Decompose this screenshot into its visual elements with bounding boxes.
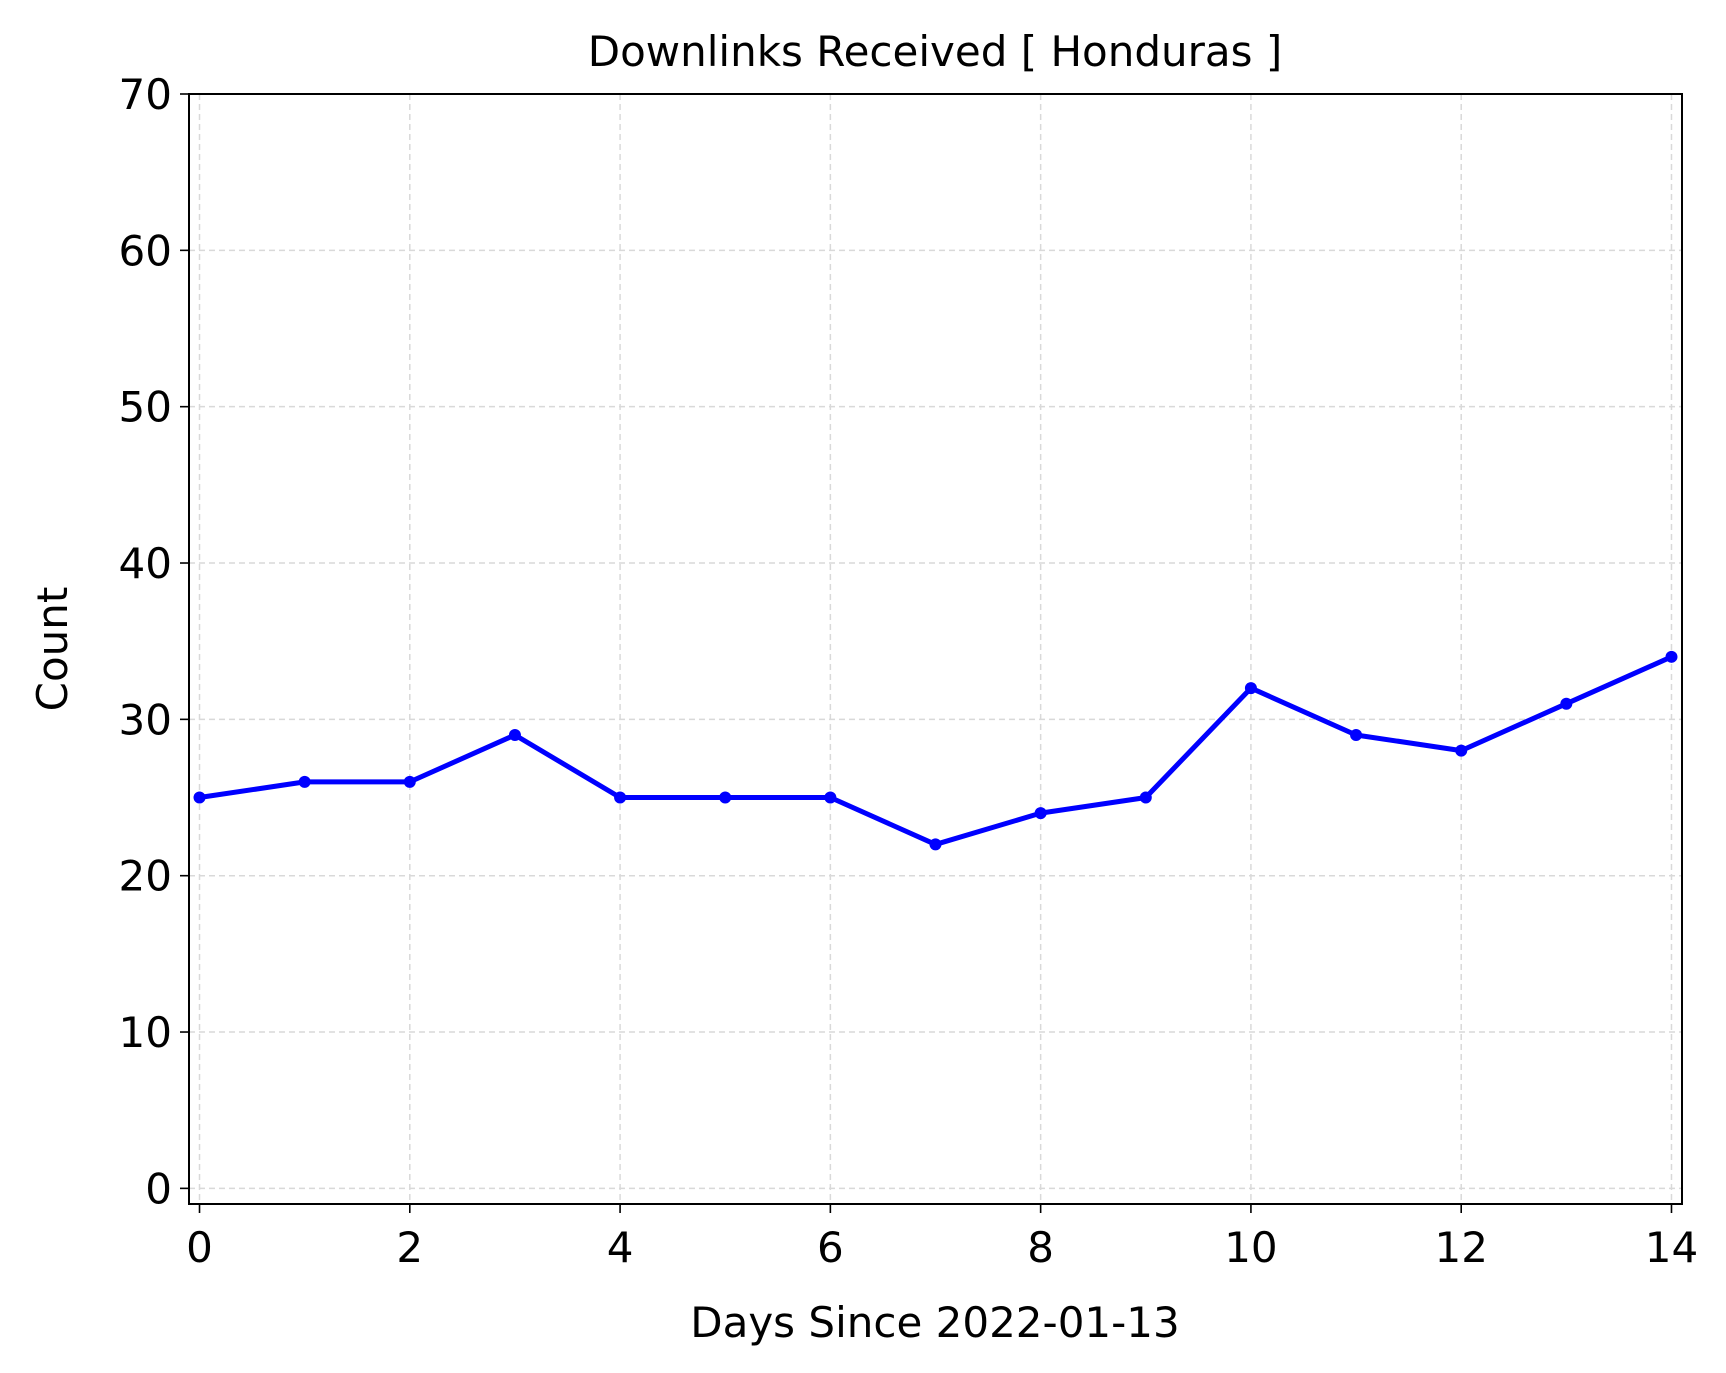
y-tick-label: 70 [119, 70, 172, 119]
data-point [929, 838, 942, 851]
chart-title: Downlinks Received [ Honduras ] [588, 27, 1283, 76]
x-axis-ticks: 0 2 4 6 8 10 12 14 [186, 1204, 1698, 1272]
data-point [614, 791, 627, 804]
grid [189, 93, 1682, 1204]
y-tick-label: 40 [119, 539, 172, 588]
y-tick-label: 50 [119, 383, 172, 432]
data-point [719, 791, 732, 804]
y-tick-label: 0 [145, 1164, 172, 1213]
data-point [298, 775, 311, 788]
data-point [1244, 682, 1257, 695]
x-tick-label: 0 [186, 1223, 213, 1272]
x-tick-label: 4 [607, 1223, 634, 1272]
x-tick-label: 2 [396, 1223, 423, 1272]
x-axis-label: Days Since 2022-01-13 [690, 1298, 1179, 1347]
data-point [1350, 728, 1363, 741]
data-point [193, 791, 206, 804]
data-point [1665, 650, 1678, 663]
x-tick-label: 12 [1434, 1223, 1487, 1272]
data-point [508, 728, 521, 741]
series-layer [193, 650, 1678, 851]
data-point [403, 775, 416, 788]
data-point [1139, 791, 1152, 804]
y-axis-label: Count [28, 587, 77, 712]
plot-frame [188, 93, 1683, 1205]
data-point [1455, 744, 1468, 757]
y-tick-label: 60 [119, 226, 172, 275]
data-point [1034, 807, 1047, 820]
y-tick-label: 30 [119, 695, 172, 744]
x-tick-label: 8 [1027, 1223, 1054, 1272]
y-tick-label: 20 [119, 852, 172, 901]
data-point [1560, 697, 1573, 710]
x-tick-label: 14 [1645, 1223, 1698, 1272]
y-tick-label: 10 [119, 1008, 172, 1057]
x-tick-label: 10 [1224, 1223, 1277, 1272]
y-axis-ticks: 0 10 20 30 40 50 60 70 [119, 70, 189, 1213]
x-tick-label: 6 [817, 1223, 844, 1272]
data-point [824, 791, 837, 804]
